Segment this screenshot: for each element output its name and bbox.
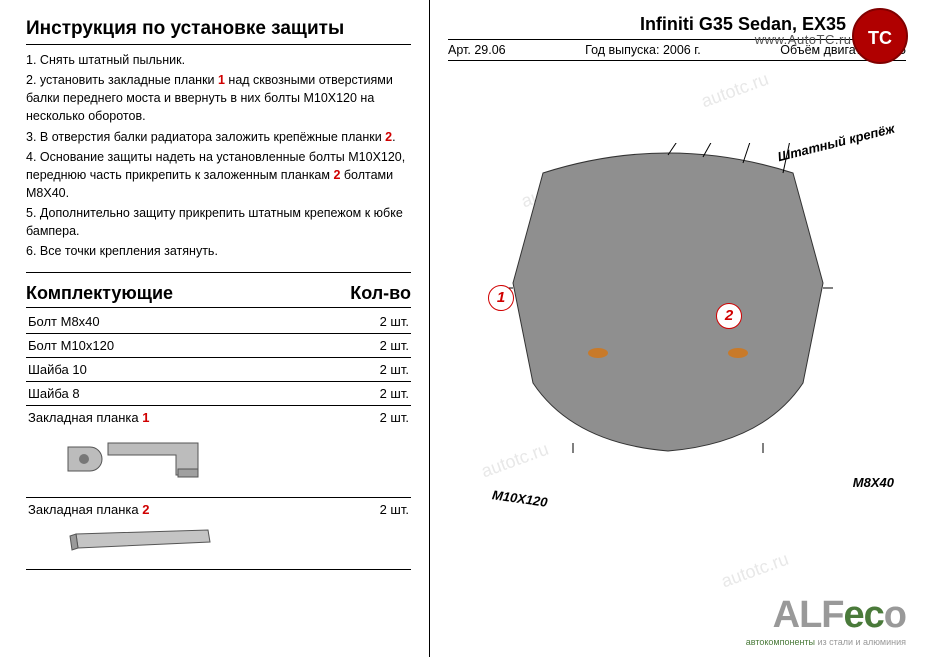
table-row: Болт М8х402 шт. xyxy=(26,310,411,334)
site-logo: www.AutoTC.ru TC xyxy=(755,8,908,64)
site-url: www.AutoTC.ru xyxy=(755,32,852,47)
table-row: Закладная планка 2 2 шт. xyxy=(26,498,411,570)
shield-shape-icon xyxy=(503,143,833,453)
bar-icon xyxy=(28,517,339,565)
callout-1: 1 xyxy=(488,285,514,311)
table-row: Болт М10х1202 шт. xyxy=(26,334,411,358)
table-row: Шайба 102 шт. xyxy=(26,358,411,382)
parts-table: Болт М8х402 шт. Болт М10х1202 шт. Шайба … xyxy=(26,310,411,570)
logo-badge: TC xyxy=(852,8,908,64)
callout-2: 2 xyxy=(716,303,742,329)
left-panel: Инструкция по установке защиты 1. Снять … xyxy=(0,0,430,657)
brand-logo: ALFeco автокомпоненты из стали и алюмини… xyxy=(746,594,906,647)
label-right-bolt: М8Х40 xyxy=(853,475,894,490)
table-row: Закладная планка 1 2 шт. xyxy=(26,406,411,498)
instructions-list: 1. Снять штатный пыльник. 2. установить … xyxy=(26,51,411,273)
diagram: 1 2 Штатный крепёж М10Х120 М8Х40 xyxy=(448,63,906,543)
bracket-icon xyxy=(28,425,339,493)
label-left-bolt: М10Х120 xyxy=(491,487,548,510)
instructions-title: Инструкция по установке защиты xyxy=(26,18,411,45)
table-row: Шайба 82 шт. xyxy=(26,382,411,406)
right-panel: Infiniti G35 Sedan, EX35 Арт. 29.06 Год … xyxy=(430,0,928,657)
parts-heading: Комплектующие Кол-во xyxy=(26,283,411,308)
